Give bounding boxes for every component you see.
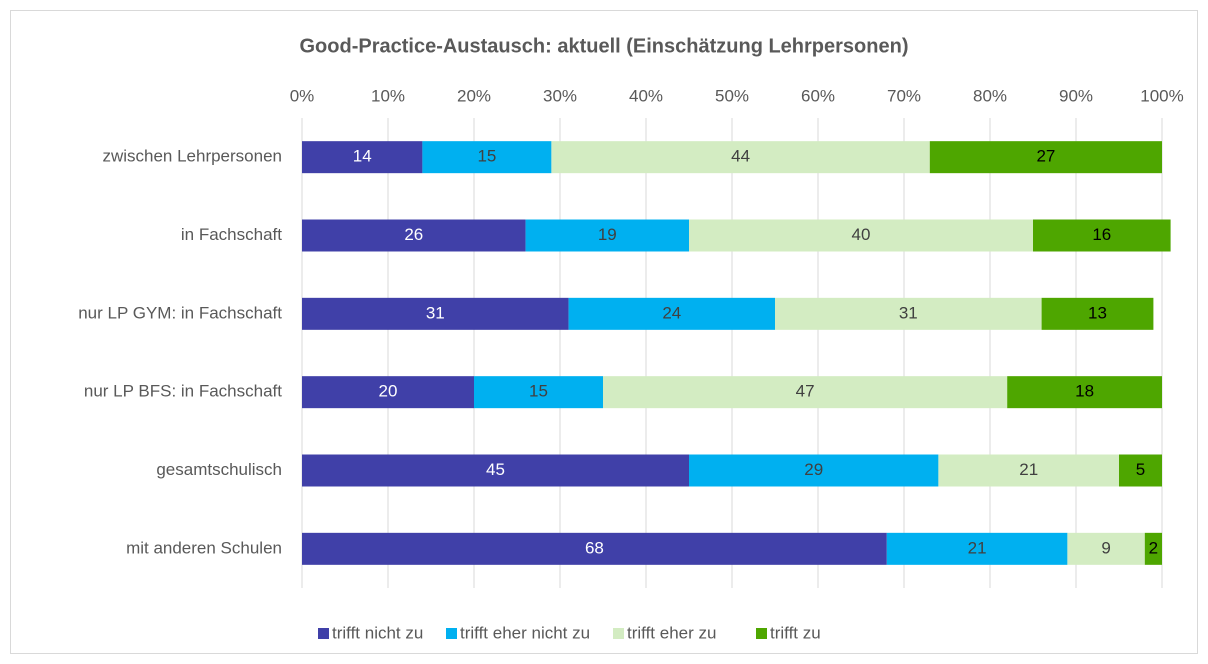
y-tick-label: gesamtschulisch (156, 460, 282, 479)
bar-segment (689, 454, 939, 487)
bar-segment (775, 297, 1042, 330)
data-label: 68 (585, 538, 604, 557)
bar-segment (302, 532, 887, 565)
bar-segment (689, 219, 1033, 252)
data-label: 21 (968, 538, 987, 557)
x-tick-label: 70% (887, 86, 921, 105)
data-label: 13 (1088, 303, 1107, 322)
bar-segment (1119, 454, 1162, 487)
data-label: 14 (353, 147, 372, 166)
bar-segment (886, 532, 1068, 565)
data-label: 45 (486, 460, 505, 479)
data-label: 15 (529, 382, 548, 401)
data-label: 29 (804, 460, 823, 479)
bar-segment (422, 141, 552, 174)
y-tick-label: in Fachschaft (181, 225, 282, 244)
bar-segment (302, 219, 526, 252)
data-label: 40 (852, 225, 871, 244)
legend-swatch (446, 628, 457, 639)
legend-swatch (318, 628, 329, 639)
legend-label: trifft eher nicht zu (460, 623, 590, 642)
legend-swatch (756, 628, 767, 639)
data-label: 31 (426, 303, 445, 322)
x-tick-label: 60% (801, 86, 835, 105)
data-label: 16 (1092, 225, 1111, 244)
bar-segment (474, 376, 603, 409)
bar-segment (302, 297, 569, 330)
y-tick-label: nur LP BFS: in Fachschaft (84, 382, 282, 401)
x-tick-label: 90% (1059, 86, 1093, 105)
data-label: 20 (379, 382, 398, 401)
bar-segment (603, 376, 1008, 409)
bar-segment (302, 376, 474, 409)
bar-segment (568, 297, 775, 330)
x-tick-label: 30% (543, 86, 577, 105)
data-label: 24 (662, 303, 681, 322)
y-tick-label: zwischen Lehrpersonen (102, 147, 282, 166)
bar-segment (1007, 376, 1162, 409)
y-tick-label: nur LP GYM: in Fachschaft (78, 303, 282, 322)
data-label: 9 (1101, 538, 1110, 557)
x-tick-label: 50% (715, 86, 749, 105)
bar-segment (938, 454, 1119, 487)
x-tick-label: 0% (290, 86, 315, 105)
data-label: 15 (477, 147, 496, 166)
legend-swatch (613, 628, 624, 639)
x-tick-label: 20% (457, 86, 491, 105)
bar-segment (1041, 297, 1154, 330)
x-tick-label: 100% (1140, 86, 1183, 105)
data-label: 5 (1136, 460, 1145, 479)
bar-segment (302, 454, 689, 487)
legend-label: trifft nicht zu (332, 623, 423, 642)
legend-label: trifft eher zu (627, 623, 716, 642)
data-label: 26 (404, 225, 423, 244)
bar-segment (525, 219, 689, 252)
data-label: 19 (598, 225, 617, 244)
y-tick-label: mit anderen Schulen (126, 538, 282, 557)
x-tick-label: 10% (371, 86, 405, 105)
data-label: 31 (899, 303, 918, 322)
x-tick-label: 40% (629, 86, 663, 105)
chart-title: Good-Practice-Austausch: aktuell (Einsch… (300, 35, 909, 57)
bar-segment (1067, 532, 1145, 565)
bar-segment (551, 141, 930, 174)
data-label: 44 (731, 147, 750, 166)
data-label: 2 (1149, 538, 1158, 557)
bar-segment (302, 141, 423, 174)
data-label: 18 (1075, 382, 1094, 401)
data-label: 47 (796, 382, 815, 401)
legend-label: trifft zu (770, 623, 821, 642)
bar-segment (1144, 532, 1162, 565)
bar-segment (929, 141, 1162, 174)
x-tick-label: 80% (973, 86, 1007, 105)
bar-segment (1033, 219, 1171, 252)
data-label: 27 (1036, 147, 1055, 166)
data-label: 21 (1019, 460, 1038, 479)
